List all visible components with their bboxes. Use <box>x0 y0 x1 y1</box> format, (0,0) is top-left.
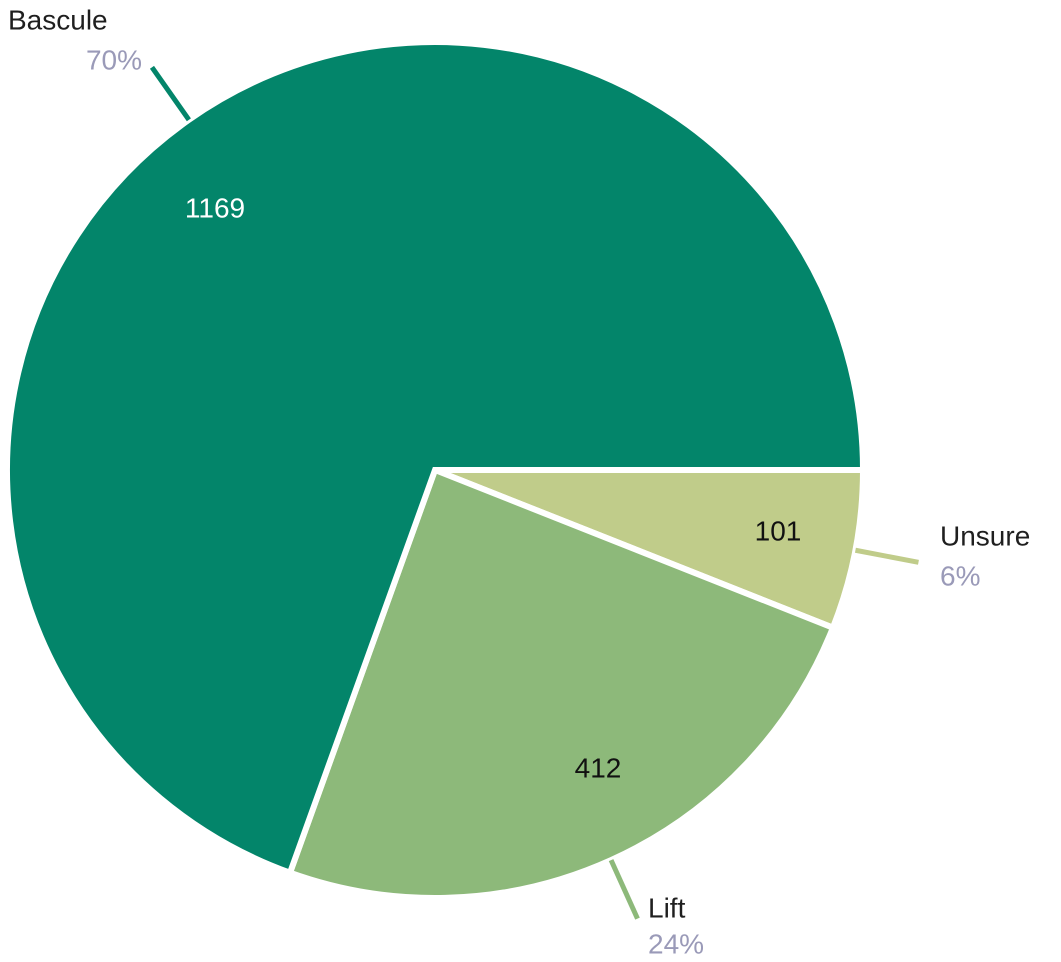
pie-slice <box>286 466 837 901</box>
leader-line <box>854 547 919 565</box>
slice-name: Lift <box>648 892 686 923</box>
slice-name: Unsure <box>940 520 1030 551</box>
slice-percent: 70% <box>86 44 142 75</box>
leader-line <box>149 65 191 122</box>
slice-value: 101 <box>755 515 802 546</box>
slice-value: 1169 <box>185 192 245 223</box>
slice-name: Bascule <box>8 4 108 35</box>
slice-percent: 6% <box>940 560 980 591</box>
leader-line <box>608 859 640 920</box>
slice-percent: 24% <box>648 928 704 959</box>
pie-slice <box>4 39 867 877</box>
slice-value: 412 <box>575 752 622 783</box>
